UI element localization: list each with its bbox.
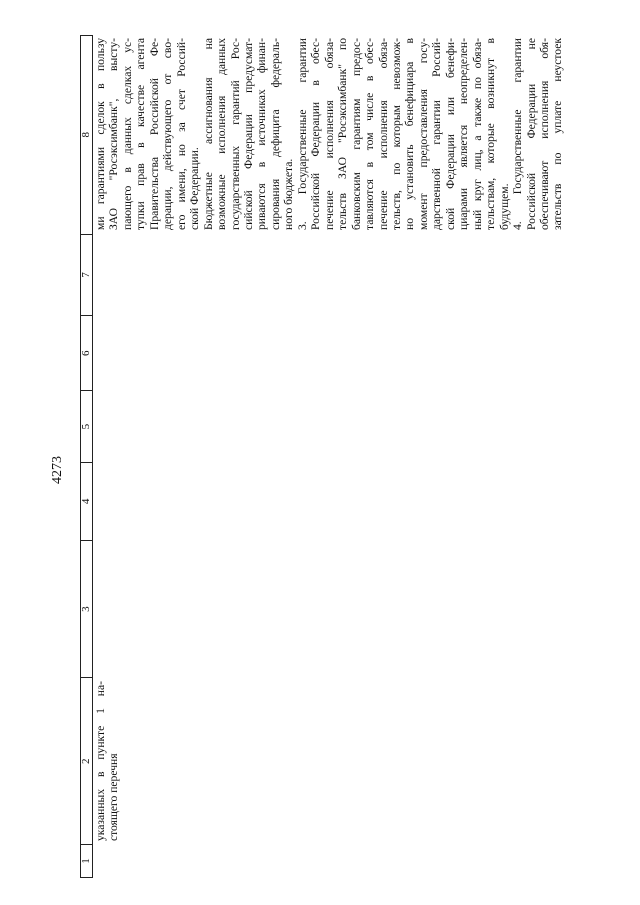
header-col-4: 4 <box>80 461 92 540</box>
text-line: пающего в данных сделках ус- <box>120 38 134 230</box>
header-col-2: 2 <box>80 677 92 845</box>
text-line: дерации, действующего от сво- <box>161 38 175 230</box>
text-line: возможные исполнения данных <box>215 38 229 230</box>
page-number: 4273 <box>50 456 65 484</box>
text-line: дарственной гарантии Россий- <box>430 38 444 230</box>
text-line: банковским гарантиям предос- <box>349 38 363 230</box>
text-line: печение исполнения обяза- <box>376 38 390 230</box>
text-line: государственных гарантий Рос- <box>228 38 242 230</box>
text-line: Российской Федерации в обес- <box>309 38 323 230</box>
text-line: риваются в источниках финан- <box>255 38 269 230</box>
text-line: циарами является неопределен- <box>457 38 471 230</box>
text-line: ЗАО "Росэксимбанк", высту- <box>107 38 121 230</box>
header-col-6: 6 <box>80 315 92 391</box>
text-line: 4. Государственные гарантии <box>511 38 525 230</box>
text-line: но установить бенефициара в <box>403 38 417 230</box>
text-line: тельств ЗАО "Росэксимбанк" по <box>336 38 350 230</box>
text-line: ской Федерации. <box>188 147 202 230</box>
text-line: ми гарантиями сделок в пользу <box>94 38 107 230</box>
text-line: ской Федерации или бенефи- <box>443 38 457 230</box>
text-line: тупки прав в качестве агента <box>134 38 148 230</box>
text-line: Правительства Российской Фе- <box>147 38 161 230</box>
text-line: тельствам, которые возникнут в <box>484 38 498 230</box>
text-line: указанных в пункте 1 на- <box>94 681 107 841</box>
text-line: сийской Федерации предусмат- <box>241 38 255 230</box>
text-line: ного бюджета. <box>282 158 296 230</box>
text-line: тавляются в том числе в обес- <box>363 38 377 230</box>
text-line: сирования дефицита федераль- <box>268 38 282 230</box>
text-line: стоящего перечня <box>107 753 121 841</box>
text-line: его имени, но за счет Россий- <box>174 38 188 230</box>
text-line: печение исполнения обяза- <box>322 38 336 230</box>
header-col-1: 1 <box>80 844 92 877</box>
text-line: 3. Государственные гарантии <box>295 38 309 230</box>
text-line: тельств, по которым невозмож- <box>389 38 403 230</box>
text-line: Бюджетные ассигнования на <box>201 38 215 230</box>
text-line: обеспечивают исполнения обя- <box>537 38 551 230</box>
text-line: зательств по уплате неустоек <box>551 38 565 230</box>
header-col-8: 8 <box>80 132 92 138</box>
header-col-3: 3 <box>80 539 92 678</box>
table-header-row: 1 2 3 4 5 6 7 8 <box>80 35 93 878</box>
header-col-7: 7 <box>80 233 92 316</box>
text-line: момент предоставления госу- <box>416 38 430 230</box>
text-line: ный круг лиц, а также по обяза- <box>470 38 484 230</box>
column-8-text: ми гарантиями сделок в пользу ЗАО "Росэкс… <box>94 38 565 230</box>
column-2-text: указанных в пункте 1 на-стоящего перечня <box>94 681 121 841</box>
header-col-5: 5 <box>80 390 92 462</box>
text-line: будущем. <box>497 183 511 230</box>
text-line: Российской Федерации не <box>524 38 538 230</box>
